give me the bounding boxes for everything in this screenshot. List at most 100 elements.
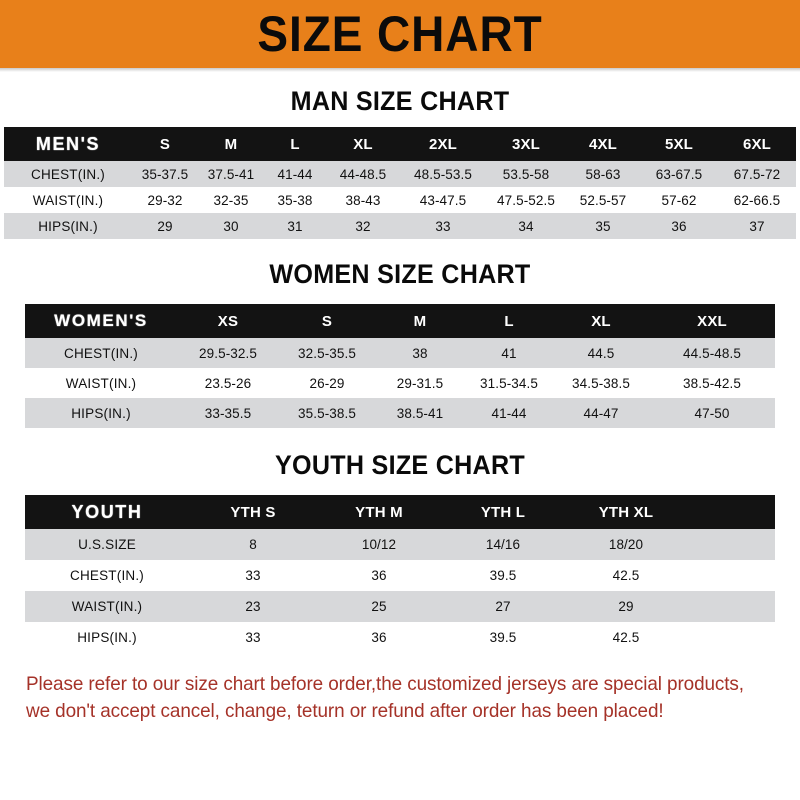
men-col-header-3xl: 3XL	[511, 135, 541, 153]
youth-row-spacer	[687, 622, 775, 653]
section-youth: YOUTH SIZE CHART YOUTH YTH S YTH M YTH L…	[0, 450, 800, 653]
women-row-label-chest: CHEST(IN.)	[64, 345, 138, 361]
order-policy-note: Please refer to our size chart before or…	[0, 671, 800, 725]
men-hips-s: 29	[157, 218, 173, 234]
men-chest-s: 35-37.5	[141, 166, 189, 182]
men-chest-5xl: 63-67.5	[655, 166, 703, 182]
youth-ussize-s: 8	[249, 537, 257, 552]
youth-hips-s: 33	[245, 630, 261, 645]
women-waist-xxl: 38.5-42.5	[683, 375, 741, 391]
women-size-table: WOMEN'S XS S M L XL XXL CHEST(IN.) 29.5-…	[25, 304, 775, 428]
women-chest-l: 41	[501, 345, 517, 361]
youth-table-header-row: YOUTH YTH S YTH M YTH L YTH XL	[25, 495, 775, 529]
youth-waist-xl: 29	[618, 599, 634, 614]
order-policy-line-1: Please refer to our size chart before or…	[26, 673, 744, 695]
women-hips-l: 41-44	[491, 405, 527, 421]
men-chest-4xl: 58-63	[585, 166, 621, 182]
men-hips-3xl: 34	[518, 218, 534, 234]
women-chest-xs: 29.5-32.5	[199, 345, 257, 361]
youth-ussize-l: 14/16	[485, 537, 521, 552]
table-row: CHEST(IN.) 33 36 39.5 42.5	[25, 560, 775, 591]
youth-row-spacer	[687, 529, 775, 560]
men-waist-m: 32-35	[213, 192, 249, 208]
women-hips-xxl: 47-50	[694, 405, 730, 421]
section-women: WOMEN SIZE CHART WOMEN'S XS S M L XL XXL…	[0, 259, 800, 428]
youth-col-header-yth-xl: YTH XL	[598, 503, 654, 521]
table-row: WAIST(IN.) 23 25 27 29	[25, 591, 775, 622]
men-col-header-6xl: 6XL	[742, 135, 772, 153]
men-row-label-waist: WAIST(IN.)	[32, 192, 104, 208]
page-title: SIZE CHART	[257, 6, 543, 62]
men-chest-2xl: 48.5-53.5	[414, 166, 472, 182]
size-chart-banner: SIZE CHART	[0, 0, 800, 68]
women-col-header-xs: XS	[217, 312, 239, 330]
men-hips-5xl: 36	[671, 218, 687, 234]
order-policy-line-2: we don't accept cancel, change, teturn o…	[26, 700, 664, 722]
women-hips-s: 35.5-38.5	[298, 405, 356, 421]
women-hips-xs: 33-35.5	[204, 405, 252, 421]
youth-hips-m: 36	[371, 630, 387, 645]
youth-waist-l: 27	[495, 599, 511, 614]
youth-waist-s: 23	[245, 599, 261, 614]
women-chest-m: 38	[412, 345, 428, 361]
men-corner-label: MEN'S	[35, 133, 101, 154]
youth-row-label-waist: WAIST(IN.)	[71, 599, 143, 614]
men-waist-2xl: 43-47.5	[419, 192, 467, 208]
youth-hips-xl: 42.5	[612, 630, 640, 645]
youth-chest-s: 33	[245, 568, 261, 583]
table-row: CHEST(IN.) 29.5-32.5 32.5-35.5 38 41 44.…	[25, 338, 775, 368]
youth-hips-l: 39.5	[489, 630, 517, 645]
youth-corner-label: YOUTH	[71, 501, 143, 522]
banner-shadow-divider	[0, 68, 800, 72]
table-row: HIPS(IN.) 33 36 39.5 42.5	[25, 622, 775, 653]
women-hips-xl: 44-47	[583, 405, 619, 421]
women-row-label-waist: WAIST(IN.)	[65, 375, 137, 391]
men-hips-xl: 32	[355, 218, 371, 234]
men-hips-m: 30	[223, 218, 239, 234]
table-row: U.S.SIZE 8 10/12 14/16 18/20	[25, 529, 775, 560]
men-chest-xl: 44-48.5	[339, 166, 387, 182]
women-waist-s: 26-29	[309, 375, 345, 391]
youth-ussize-xl: 18/20	[608, 537, 644, 552]
youth-ussize-m: 10/12	[361, 537, 397, 552]
women-col-header-l: L	[504, 312, 514, 330]
section-men: MAN SIZE CHART MEN'S S M L XL 2XL 3XL 4X…	[0, 86, 800, 239]
men-waist-4xl: 52.5-57	[579, 192, 627, 208]
men-table-header-row: MEN'S S M L XL 2XL 3XL 4XL 5XL 6XL	[4, 127, 796, 161]
women-col-header-m: M	[413, 312, 427, 330]
women-hips-m: 38.5-41	[396, 405, 444, 421]
youth-waist-m: 25	[371, 599, 387, 614]
women-col-header-xl: XL	[591, 312, 611, 330]
women-chest-s: 32.5-35.5	[298, 345, 356, 361]
table-row: HIPS(IN.) 33-35.5 35.5-38.5 38.5-41 41-4…	[25, 398, 775, 428]
section-title-women: WOMEN SIZE CHART	[269, 259, 531, 289]
men-chest-6xl: 67.5-72	[733, 166, 781, 182]
men-waist-s: 29-32	[147, 192, 183, 208]
men-chest-l: 41-44	[277, 166, 313, 182]
women-waist-xl: 34.5-38.5	[572, 375, 630, 391]
youth-header-spacer	[687, 495, 775, 529]
youth-col-header-yth-s: YTH S	[230, 503, 276, 521]
men-col-header-m: M	[224, 135, 238, 153]
men-col-header-xl: XL	[353, 135, 373, 153]
men-col-header-5xl: 5XL	[664, 135, 694, 153]
men-chest-m: 37.5-41	[207, 166, 255, 182]
women-chest-xl: 44.5	[587, 345, 615, 361]
youth-chest-xl: 42.5	[612, 568, 640, 583]
men-col-header-2xl: 2XL	[428, 135, 458, 153]
men-row-label-chest: CHEST(IN.)	[31, 166, 105, 182]
men-col-header-4xl: 4XL	[588, 135, 618, 153]
youth-chest-l: 39.5	[489, 568, 517, 583]
men-hips-6xl: 37	[749, 218, 765, 234]
men-waist-xl: 38-43	[345, 192, 381, 208]
youth-col-header-yth-l: YTH L	[480, 503, 526, 521]
youth-row-label-chest: CHEST(IN.)	[70, 568, 144, 583]
men-row-label-hips: HIPS(IN.)	[38, 218, 98, 234]
section-title-men: MAN SIZE CHART	[290, 86, 510, 116]
women-waist-l: 31.5-34.5	[480, 375, 538, 391]
youth-chest-m: 36	[371, 568, 387, 583]
table-row: WAIST(IN.) 29-32 32-35 35-38 38-43 43-47…	[4, 187, 796, 213]
youth-size-table: YOUTH YTH S YTH M YTH L YTH XL U.S.SIZE …	[25, 495, 775, 653]
women-waist-xs: 23.5-26	[204, 375, 252, 391]
men-col-header-s: S	[159, 135, 171, 153]
